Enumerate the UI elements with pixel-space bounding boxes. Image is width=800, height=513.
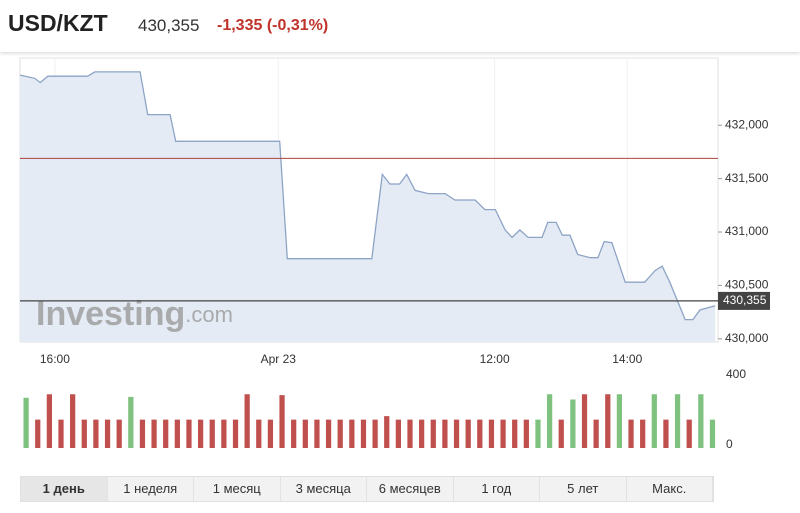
volume-bar — [546, 394, 553, 448]
header: USD/KZT 430,355 -1,335 (-0,31%) — [0, 0, 800, 52]
volume-bar — [35, 419, 41, 448]
symbol: USD/KZT — [8, 10, 108, 36]
range-button[interactable]: Макс. — [627, 477, 713, 501]
y-tick-label: 0 — [726, 437, 733, 451]
volume-bar — [81, 419, 87, 448]
range-button[interactable]: 1 месяц — [194, 477, 281, 501]
volume-bar — [488, 419, 495, 448]
y-tick-label: 431,500 — [725, 171, 769, 185]
volume-bar — [186, 419, 192, 448]
volume-bar — [104, 419, 111, 448]
volume-bar — [640, 419, 646, 448]
y-tick-label: 430,500 — [725, 278, 769, 292]
volume-bar — [58, 419, 64, 448]
change: -1,335 (-0,31%) — [217, 17, 329, 34]
volume-bar — [477, 419, 483, 448]
volume-bar — [442, 419, 448, 448]
volume-bar — [279, 395, 285, 448]
x-tick-label: 12:00 — [480, 352, 510, 366]
price-badge-label: 430,355 — [723, 293, 767, 307]
range-button[interactable]: 6 месяцев — [367, 477, 454, 501]
volume-bar — [419, 419, 425, 448]
volume-bar — [360, 419, 367, 448]
volume-bar — [581, 394, 588, 448]
volume-bar — [395, 419, 401, 448]
volume-bar — [453, 419, 460, 448]
volume-bar — [325, 419, 332, 448]
range-button[interactable]: 5 лет — [540, 477, 627, 501]
y-tick-label: 431,000 — [725, 224, 769, 238]
volume-bar — [197, 419, 204, 448]
volume-bar — [651, 394, 657, 448]
volume-bar — [372, 419, 378, 448]
volume-bar — [70, 394, 76, 448]
volume-bar — [291, 419, 297, 448]
volume-bar — [314, 419, 320, 448]
volume-bar — [535, 419, 541, 448]
volume-bar — [430, 419, 436, 448]
x-tick-label: 14:00 — [612, 352, 642, 366]
volume-bar — [93, 419, 99, 448]
watermark-suffix: .com — [185, 302, 233, 327]
x-tick-label: 16:00 — [40, 352, 70, 366]
volume-bar — [616, 394, 623, 448]
volume-bar — [151, 419, 157, 448]
range-buttons: 1 день 1 неделя 1 месяц 3 месяца 6 месяцев 1 … — [20, 476, 714, 502]
y-tick-label: 400 — [726, 367, 746, 381]
volume-bar — [465, 419, 471, 448]
area-fill — [20, 71, 716, 343]
volume-bar — [500, 419, 506, 448]
volume-bar — [232, 419, 239, 448]
volume-bar — [302, 419, 308, 448]
volume-bar — [128, 396, 134, 448]
volume-bar — [174, 419, 180, 448]
volume-bar — [384, 416, 390, 448]
volume-bar — [221, 419, 227, 448]
volume-bar — [116, 419, 122, 448]
volume-bar — [139, 419, 146, 448]
volume-bar — [267, 419, 274, 448]
price: 430,355 — [138, 16, 200, 35]
volume-bar — [709, 419, 716, 448]
volume-bar — [407, 419, 413, 448]
volume-bar — [244, 394, 250, 448]
range-button[interactable]: 1 день — [21, 477, 108, 501]
price-badge — [718, 291, 770, 310]
volume-bar — [628, 419, 634, 448]
price-line — [19, 71, 716, 321]
volume-bar — [593, 419, 599, 448]
volume-bar — [349, 419, 355, 448]
volume-bar — [698, 394, 704, 448]
range-button[interactable]: 3 месяца — [281, 477, 367, 501]
y-tick-label: 430,000 — [725, 331, 769, 345]
volume-bar — [558, 419, 564, 448]
volume-bar — [337, 419, 343, 448]
volume-bar — [523, 419, 529, 448]
range-button[interactable]: 1 неделя — [108, 477, 194, 501]
volume-bar — [256, 419, 262, 448]
x-tick-label: Apr 23 — [261, 352, 297, 366]
volume-bar — [686, 419, 692, 448]
volume-bar — [163, 419, 169, 448]
volume-bar — [23, 397, 29, 448]
volume-bar — [674, 394, 681, 448]
volume-bar — [570, 399, 576, 448]
chart: Investing.com430,000430,500431,000431,50… — [19, 57, 770, 451]
volume-bar — [512, 419, 518, 448]
y-tick-label: 432,000 — [725, 117, 769, 131]
volume-bar — [209, 419, 215, 448]
volume-bar — [46, 394, 52, 448]
volume-bar — [605, 394, 611, 448]
volume-bar — [663, 419, 669, 448]
range-button[interactable]: 1 год — [454, 477, 540, 501]
